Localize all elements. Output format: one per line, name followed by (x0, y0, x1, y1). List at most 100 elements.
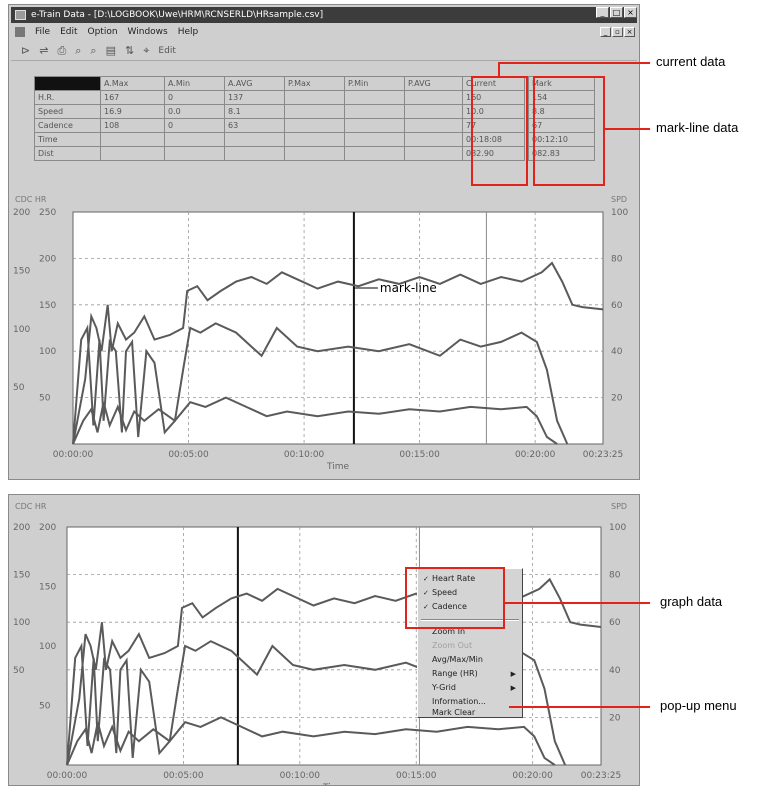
menu-windows[interactable]: Windows (127, 27, 168, 37)
checkmark-icon: ✓ (423, 589, 429, 597)
chart-hr-speed-cadence-popup[interactable]: CDC HR SPD 100 80 60 40 20 200 150 100 50 200 150 100… (9, 495, 639, 785)
left-inner-tick-label: 250 (39, 208, 56, 218)
left-inner-tick-label: 100 (39, 347, 56, 357)
current-data-leader (498, 62, 500, 77)
x-tick-label: 00:23:25 (581, 771, 621, 781)
title-bar[interactable]: e-Train Data - [D:\LOGBOOK\Uwe\HRM\RCNSE… (11, 7, 637, 23)
left-inner-tick-label: 50 (39, 702, 51, 712)
menu-item-heart-rate[interactable]: Heart Rate (432, 574, 476, 583)
stats-cell (404, 118, 463, 133)
menu-item-y-grid[interactable]: Y-Grid (432, 683, 456, 692)
app-icon (15, 10, 26, 20)
x-tick-label: 00:15:00 (396, 771, 437, 781)
left-inner-tick-label: 50 (39, 394, 51, 404)
menu-separator (421, 619, 519, 621)
col-header-current: Current (462, 76, 525, 91)
save-icon[interactable]: ⇌ (39, 44, 49, 57)
window-title: e-Train Data - [D:\LOGBOOK\Uwe\HRM\RCNSE… (31, 10, 324, 20)
stats-row-label[interactable]: Cadence (34, 118, 101, 133)
menu-item-avg-max-min[interactable]: Avg/Max/Min (432, 655, 483, 664)
left-outer-tick-label: 100 (13, 325, 30, 335)
close-button[interactable]: × (624, 7, 637, 18)
col-header: A.Max (100, 76, 165, 91)
stats-cell (100, 146, 165, 161)
find-icon[interactable]: ⌖ (143, 43, 150, 57)
print-icon[interactable]: ⎙ (57, 43, 67, 57)
document-icon[interactable] (15, 27, 25, 37)
left-inner-tick-label: 200 (39, 523, 56, 533)
stats-row: Dist 082.90 082.83 (34, 146, 595, 161)
right-tick-label: 40 (609, 666, 621, 676)
cadence-trace (72, 322, 569, 445)
left-outer-tick-label: 50 (13, 383, 25, 393)
stats-row-label[interactable]: Speed (34, 104, 101, 119)
maximize-button[interactable]: □ (610, 7, 623, 18)
stats-cell (284, 132, 345, 147)
chart-hr-speed-cadence[interactable]: CDC HR SPD 100 80 60 40 20 200 150 100 50 250 200 150… (9, 190, 639, 479)
menu-edit[interactable]: Edit (60, 27, 78, 37)
graph-data-annotation: graph data (660, 594, 723, 609)
left-axis-title: CDC HR (15, 195, 47, 204)
menu-item-zoom-out: Zoom Out (432, 641, 473, 650)
col-header: P.Min (344, 76, 405, 91)
title-buttons: _ □ × (596, 7, 637, 19)
stats-cell (164, 146, 225, 161)
stats-cell (344, 104, 405, 119)
toolbar: ⊳ ⇌ ⎙ ⌕ ⌕ ▤ ⇅ ⌖ Edit (11, 41, 637, 61)
x-axis-label: Time (326, 462, 349, 472)
menu-help[interactable]: Help (177, 27, 199, 37)
edit-tool-button[interactable]: Edit (158, 45, 176, 56)
menu-item-range-hr[interactable]: Range (HR) (432, 669, 478, 678)
col-header: A.Min (164, 76, 225, 91)
stats-cell: 137 (224, 90, 285, 105)
graph-icon[interactable]: ⇅ (125, 44, 135, 57)
menu-item-speed[interactable]: Speed (432, 588, 458, 597)
copy-icon[interactable]: ▤ (105, 44, 116, 57)
hr-trace (72, 261, 604, 445)
x-tick-label: 00:10:00 (284, 450, 325, 460)
stats-row: Cadence 108 0 63 77 67 (34, 118, 595, 133)
menu-item-mark-clear[interactable]: Mark Clear (432, 708, 476, 717)
right-tick-label: 60 (611, 301, 623, 311)
stats-row-label[interactable]: Time (34, 132, 101, 147)
stats-row-label[interactable]: Dist (34, 146, 101, 161)
mdi-restore-button[interactable]: ▫ (612, 27, 623, 37)
stats-cell (344, 118, 405, 133)
right-tick-label: 80 (611, 254, 623, 264)
mark-cell: 154 (528, 90, 595, 105)
mark-cell: 00:12:10 (528, 132, 595, 147)
left-inner-tick-label: 150 (39, 583, 56, 593)
stats-cell (344, 146, 405, 161)
stats-cell (344, 132, 405, 147)
menu-option[interactable]: Option (87, 27, 118, 37)
menu-item-cadence[interactable]: Cadence (432, 602, 467, 611)
zoom-in-icon[interactable]: ⌕ (75, 43, 82, 57)
left-outer-tick-label: 200 (13, 208, 30, 218)
right-tick-label: 20 (609, 713, 621, 723)
minimize-button[interactable]: _ (596, 7, 609, 18)
mark-line-data-callout-box (533, 76, 605, 186)
mark-line-annotation: mark-line (380, 281, 437, 295)
menu-item-zoom-in[interactable]: Zoom In (432, 627, 466, 636)
x-tick-label: 00:00:00 (47, 771, 88, 781)
menu-file[interactable]: File (35, 27, 51, 37)
current-cell: 082.90 (462, 146, 525, 161)
mdi-minimize-button[interactable]: _ (600, 27, 611, 37)
mdi-close-button[interactable]: × (624, 27, 635, 37)
zoom-out-icon[interactable]: ⌕ (90, 43, 97, 57)
stats-cell (284, 90, 345, 105)
stats-header-row: A.Max A.Min A.AVG P.Max P.Min P.AVG Curr… (34, 76, 595, 91)
menu-item-information[interactable]: Information... (432, 697, 486, 706)
stats-table: A.Max A.Min A.AVG P.Max P.Min P.AVG Curr… (34, 76, 595, 161)
right-tick-label: 20 (611, 394, 623, 404)
open-icon[interactable]: ⊳ (21, 44, 31, 57)
x-tick-label: 00:20:00 (515, 450, 556, 460)
right-tick-label: 60 (609, 618, 621, 628)
left-outer-tick-label: 150 (13, 266, 30, 276)
right-tick-label: 100 (609, 523, 626, 533)
stats-cell (404, 90, 463, 105)
checkmark-icon: ✓ (423, 603, 429, 611)
left-outer-tick-label: 50 (13, 666, 25, 676)
stats-row-label[interactable]: H.R. (34, 90, 101, 105)
mark-line-data-leader (605, 128, 650, 130)
